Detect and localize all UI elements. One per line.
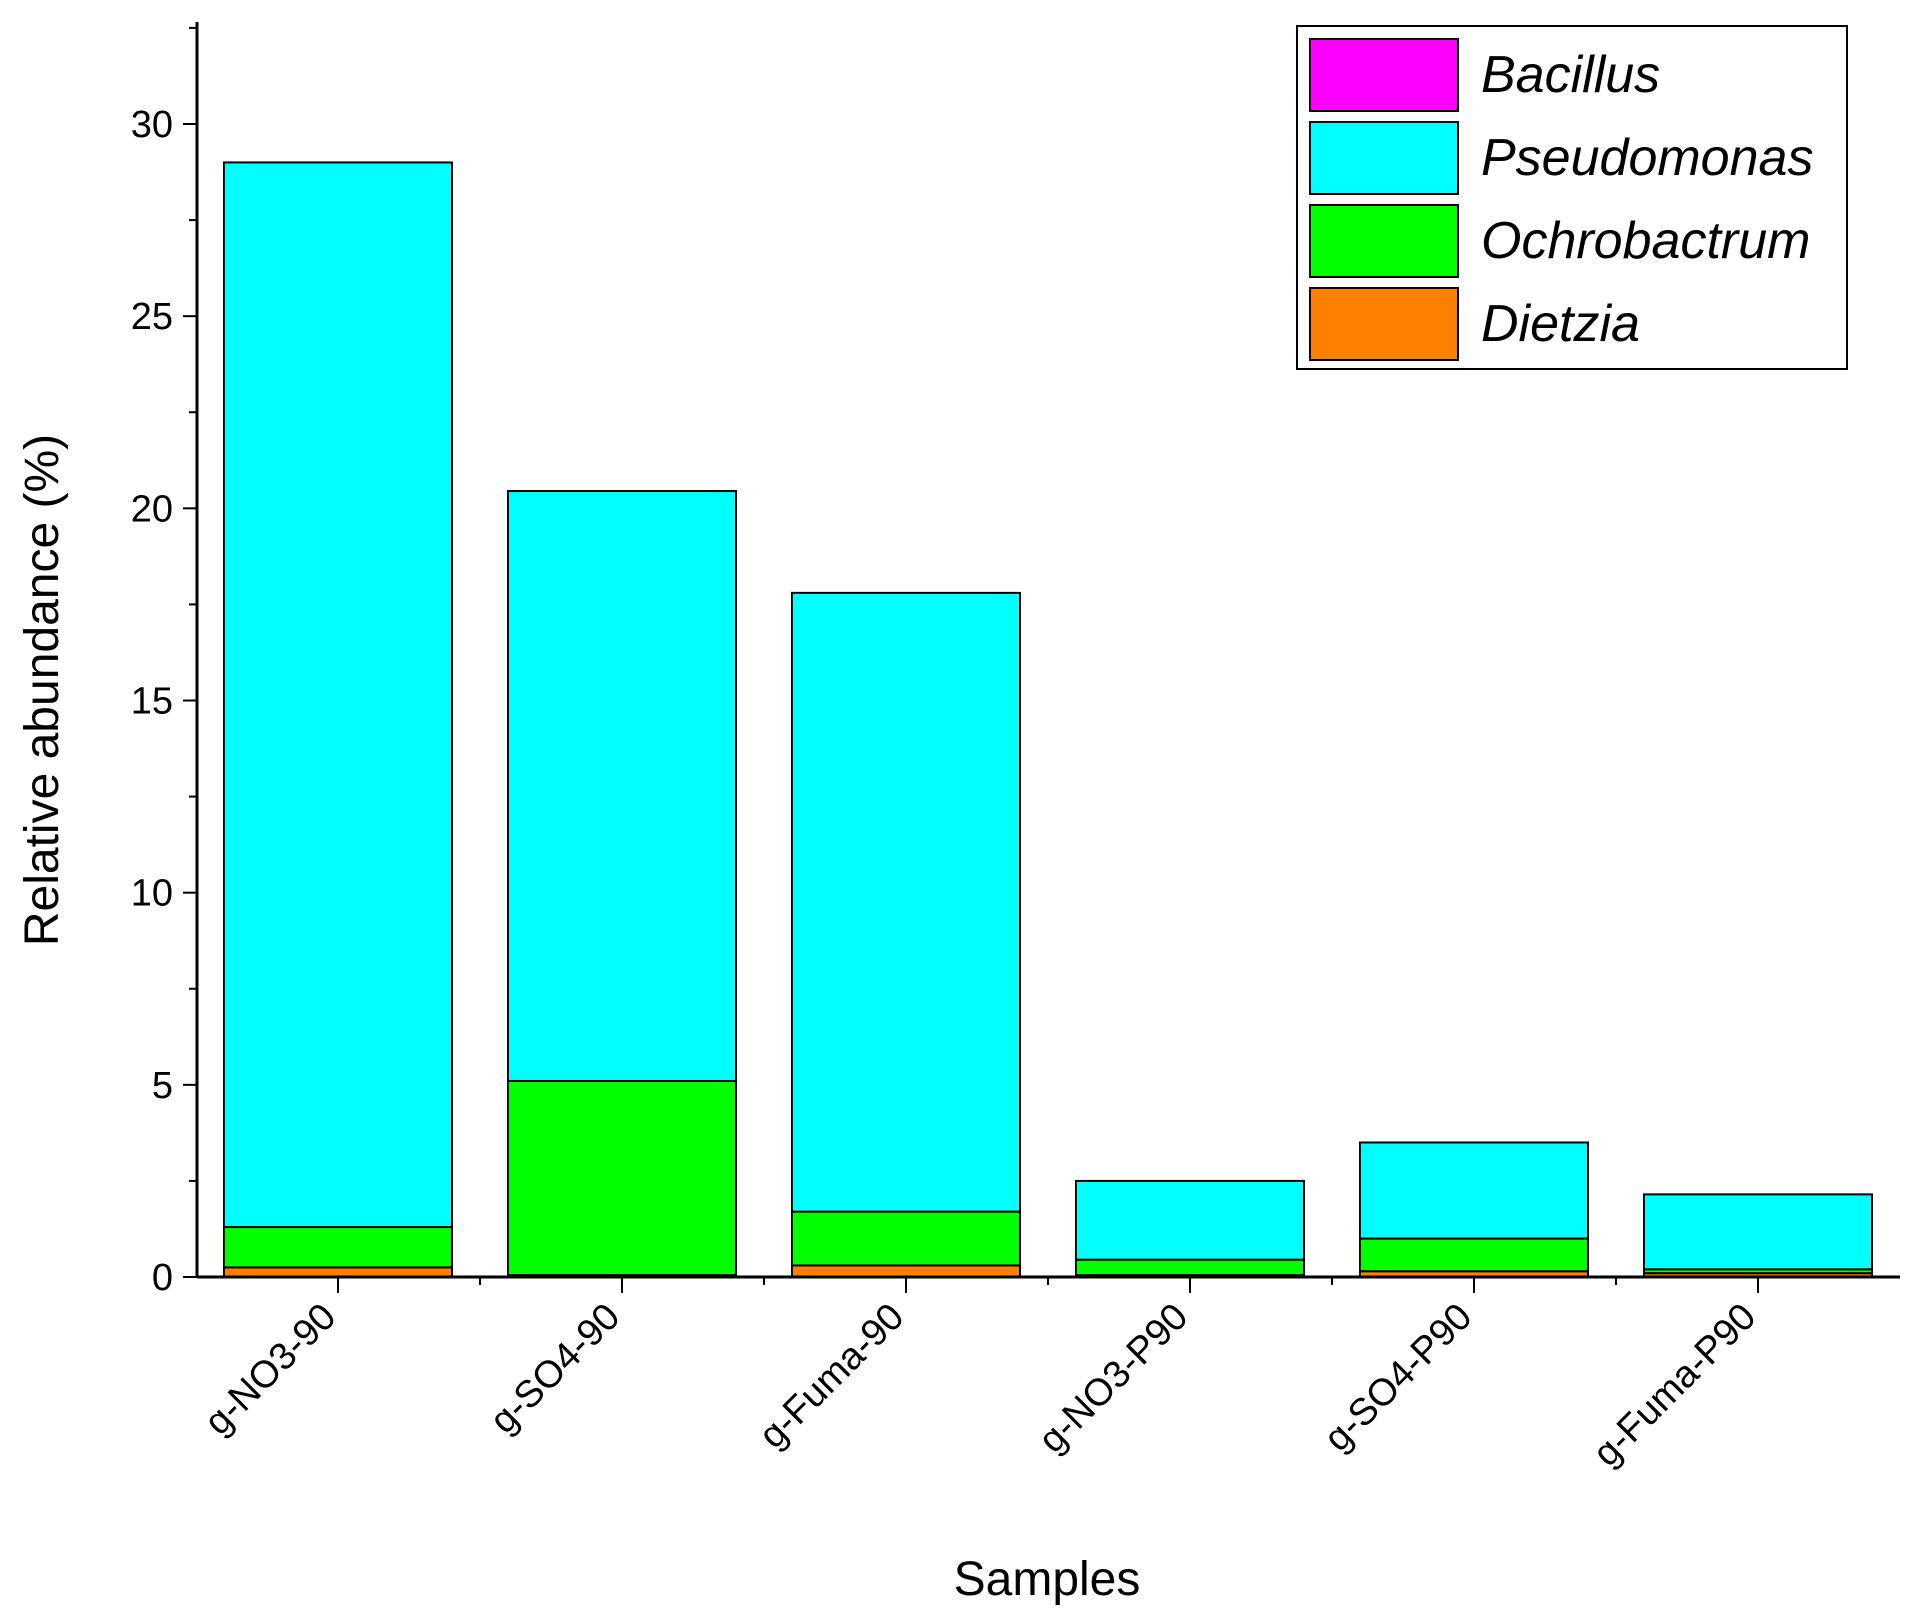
- bars-group: [223, 161, 1873, 1279]
- bar-segment-pseudomonas-g-so4-p90: [1359, 1141, 1589, 1240]
- y-tick-label: 15: [131, 681, 173, 723]
- legend-label-bacillus: Bacillus: [1481, 46, 1660, 104]
- bar-segment-ochrobactrum-g-so4-p90: [1359, 1237, 1589, 1273]
- bar-segment-dietzia-g-fuma-90: [791, 1264, 1021, 1278]
- bar-segment-pseudomonas-g-no3-p90: [1075, 1179, 1305, 1261]
- y-tick-label: 30: [131, 104, 173, 146]
- legend-label-pseudomonas: Pseudomonas: [1481, 129, 1813, 187]
- legend-label-ochrobactrum: Ochrobactrum: [1481, 212, 1810, 270]
- bar-segment-pseudomonas-g-no3-90: [223, 161, 453, 1229]
- y-tick-label: 0: [152, 1257, 173, 1299]
- legend: Bacillus Pseudomonas Ochrobactrum Dietzia: [1296, 25, 1848, 370]
- bar-segment-ochrobactrum-g-no3-90: [223, 1226, 453, 1269]
- x-tick-label: g-SO4-P90: [1316, 1296, 1480, 1460]
- bar-segment-pseudomonas-g-fuma-p90: [1643, 1193, 1873, 1271]
- x-axis-title: Samples: [954, 1553, 1141, 1606]
- x-tick-label: g-Fuma-90: [751, 1296, 912, 1457]
- x-tick-label: g-NO3-90: [197, 1296, 345, 1444]
- bar-segment-pseudomonas-g-fuma-90: [791, 591, 1021, 1213]
- ticks-group: 0 5 10 15 20 25 30: [131, 26, 1759, 1299]
- y-tick-label: 25: [131, 296, 173, 338]
- bar-segment-ochrobactrum-g-fuma-90: [791, 1210, 1021, 1267]
- y-tick-label: 5: [152, 1065, 173, 1107]
- bar-segment-pseudomonas-g-so4-90: [507, 490, 737, 1082]
- y-tick-label: 10: [131, 873, 173, 915]
- x-tick-labels-group: g-NO3-90 g-SO4-90 g-Fuma-90 g-NO3-P90 g-SO4-…: [197, 1296, 1765, 1475]
- y-axis-title: Relative abundance (%): [16, 434, 69, 946]
- legend-swatch-pseudomonas: [1309, 121, 1459, 195]
- y-tick-label: 20: [131, 488, 173, 530]
- x-tick-label: g-Fuma-P90: [1585, 1296, 1764, 1475]
- legend-swatch-bacillus: [1309, 38, 1459, 112]
- bar-segment-ochrobactrum-g-so4-90: [507, 1079, 737, 1277]
- legend-swatch-ochrobactrum: [1309, 204, 1459, 278]
- x-tick-label: g-SO4-90: [482, 1296, 628, 1442]
- x-tick-label: g-NO3-P90: [1031, 1296, 1197, 1462]
- bar-segment-ochrobactrum-g-no3-p90: [1075, 1258, 1305, 1277]
- legend-label-dietzia: Dietzia: [1481, 295, 1640, 353]
- legend-swatch-dietzia: [1309, 287, 1459, 361]
